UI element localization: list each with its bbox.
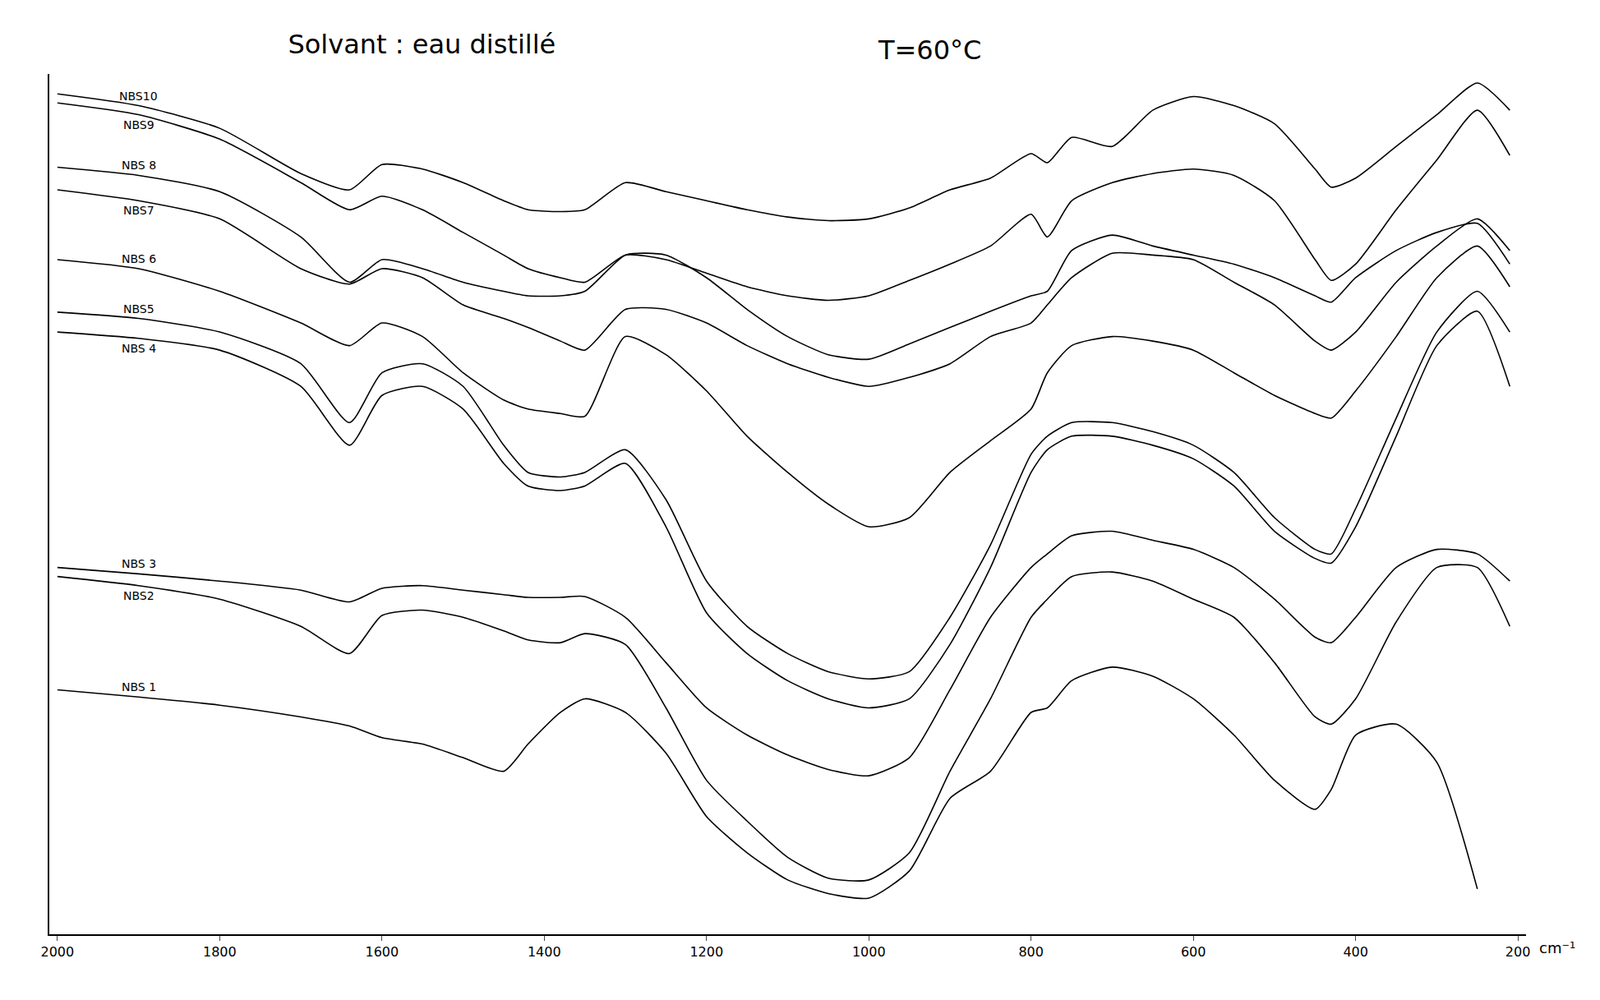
svg-text:NBS5: NBS5 — [123, 302, 155, 316]
svg-text:NBS7: NBS7 — [123, 203, 155, 217]
svg-text:NBS 3: NBS 3 — [121, 557, 157, 571]
svg-text:400: 400 — [1342, 944, 1369, 960]
svg-text:T=60°C: T=60°C — [877, 34, 982, 66]
svg-text:1600: 1600 — [364, 944, 399, 960]
svg-text:cm⁻¹: cm⁻¹ — [1539, 939, 1576, 957]
svg-text:800: 800 — [1018, 944, 1044, 960]
svg-text:200: 200 — [1505, 944, 1531, 960]
svg-text:NBS 4: NBS 4 — [121, 341, 157, 356]
svg-text:2000: 2000 — [41, 944, 75, 960]
svg-text:NBS 8: NBS 8 — [121, 158, 157, 172]
svg-text:Solvant : eau distillé: Solvant : eau distillé — [287, 28, 556, 60]
svg-text:NBS2: NBS2 — [123, 589, 155, 603]
svg-text:NBS10: NBS10 — [119, 89, 158, 103]
svg-text:1800: 1800 — [202, 944, 237, 960]
svg-text:600: 600 — [1180, 944, 1207, 960]
svg-text:NBS9: NBS9 — [123, 118, 155, 132]
svg-text:NBS 1: NBS 1 — [121, 680, 157, 694]
svg-text:1400: 1400 — [527, 944, 562, 960]
svg-text:NBS 6: NBS 6 — [121, 252, 157, 266]
svg-text:1000: 1000 — [852, 944, 886, 960]
svg-text:1200: 1200 — [689, 944, 724, 960]
